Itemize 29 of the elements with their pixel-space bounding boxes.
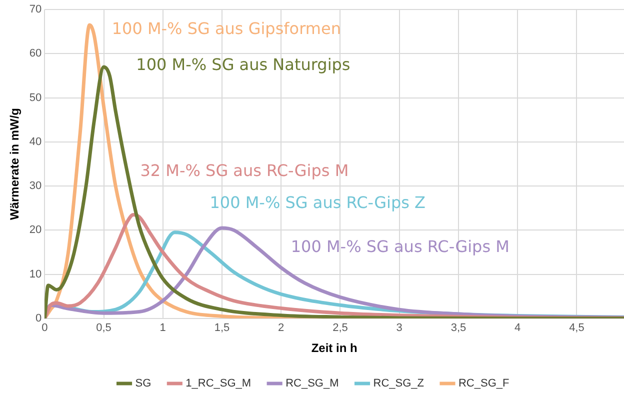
legend-label: 1_RC_SG_M	[186, 378, 252, 390]
x-tick-label: 1	[160, 322, 166, 334]
x-tick-label: 2,5	[332, 322, 348, 334]
y-tick-label: 70	[29, 4, 42, 16]
y-tick-label: 60	[29, 48, 42, 60]
legend-label: RC_SG_Z	[373, 378, 424, 390]
annotation: 100 M-% SG aus RC-Gips M	[290, 237, 510, 256]
annotation: 100 M-% SG aus RC-Gips Z	[210, 192, 426, 212]
x-tick-label: 3	[396, 322, 402, 334]
annotation: 100 M-% SG aus Gipsformen	[112, 19, 341, 38]
x-tick-label: 3,5	[450, 322, 466, 334]
y-tick-label: 40	[29, 136, 42, 148]
legend-label: RC_SG_F	[458, 378, 510, 390]
x-tick-label: 4	[514, 322, 521, 334]
legend-label: SG	[135, 378, 152, 390]
y-tick-label: 0	[36, 312, 42, 324]
y-tick-label: 50	[29, 92, 42, 104]
x-tick-label: 2	[278, 322, 284, 334]
annotation: 32 M-% SG aus RC-Gips M	[140, 161, 349, 180]
x-tick-label: 4,5	[569, 322, 584, 334]
x-tick-label: 1,5	[214, 322, 230, 334]
y-tick-label: 20	[29, 224, 42, 236]
annotation: 100 M-% SG aus Naturgips	[136, 54, 350, 74]
x-tick-label: 0,5	[96, 322, 112, 334]
y-tick-label: 30	[29, 180, 42, 192]
y-tick-label: 10	[29, 268, 42, 280]
y-axis-title: Wärmerate in mW/g	[8, 108, 22, 220]
legend-label: RC_SG_M	[286, 378, 339, 390]
x-axis-title: Zeit in h	[311, 341, 358, 356]
